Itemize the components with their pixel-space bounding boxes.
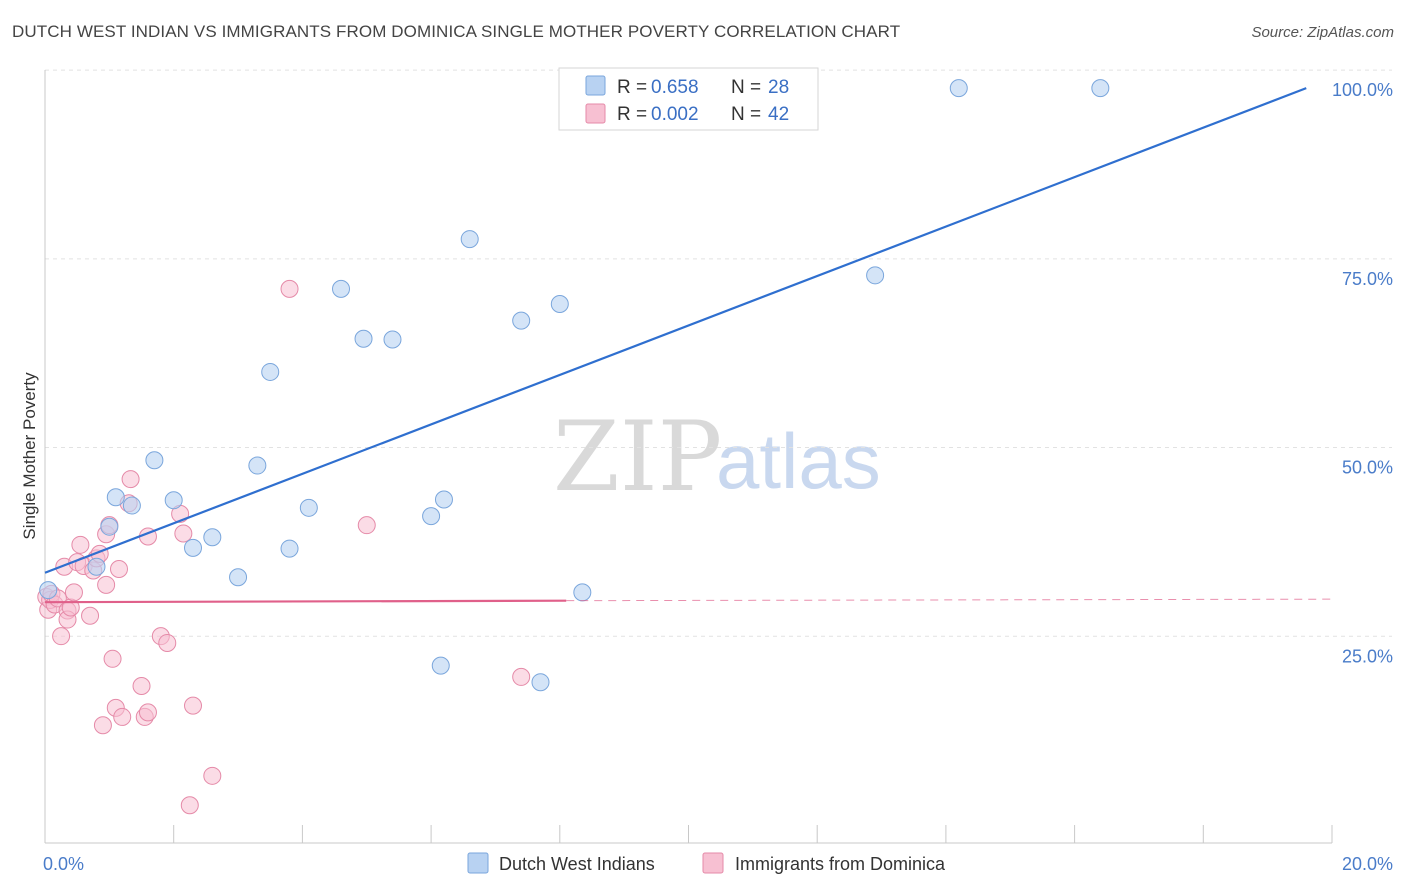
dutch-west-indian-point xyxy=(531,673,550,692)
dutch-west-indian-point xyxy=(261,362,280,381)
x-tick-label-0: 0.0% xyxy=(43,854,84,874)
dominica-point xyxy=(158,633,177,652)
dutch-west-indian-point xyxy=(354,329,373,348)
dutch-west-indian-point xyxy=(949,79,968,98)
legend-n-value-2: 42 xyxy=(768,104,789,125)
legend-swatch-pink xyxy=(585,103,606,124)
dominica-point xyxy=(512,667,531,686)
dominica-point xyxy=(184,696,203,715)
dominica-point xyxy=(203,766,222,785)
dominica-point xyxy=(121,470,140,489)
dutch-west-indian-point xyxy=(39,581,58,600)
y-tick-labels: 25.0% 50.0% 75.0% 100.0% xyxy=(1332,80,1393,666)
dutch-west-indian-point xyxy=(229,568,248,587)
dutch-west-indian-point xyxy=(100,517,119,536)
dominica-point xyxy=(71,535,90,554)
dominica-point xyxy=(280,279,299,298)
series-legend: Dutch West Indians Immigrants from Domin… xyxy=(467,852,946,874)
x-axis-ticks xyxy=(173,825,1333,843)
dominica-point xyxy=(357,516,376,535)
y-tick-label-0: 25.0% xyxy=(1342,646,1393,666)
legend-r-label-1: R = xyxy=(617,77,647,98)
series-dutch-west-indians-points xyxy=(39,79,1110,692)
dominica-point xyxy=(103,649,122,668)
series-legend-label-blue: Dutch West Indians xyxy=(499,854,655,874)
dutch-west-indian-point xyxy=(383,330,402,349)
legend-n-value-1: 28 xyxy=(768,77,789,98)
series-legend-swatch-pink xyxy=(702,852,724,874)
dutch-west-indian-point xyxy=(106,488,125,507)
y-axis-label: Single Mother Poverty xyxy=(20,372,39,540)
dominica-point xyxy=(113,707,132,726)
dominica-point xyxy=(97,575,116,594)
dutch-west-indian-point xyxy=(573,583,592,602)
dutch-west-indian-point xyxy=(122,496,141,515)
dutch-west-indian-point xyxy=(434,490,453,509)
dutch-west-indian-point xyxy=(280,539,299,558)
dutch-west-indian-point xyxy=(87,557,106,576)
dominica-point xyxy=(110,559,129,578)
dominica-point xyxy=(132,676,151,695)
dutch-west-indian-point xyxy=(1091,79,1110,98)
x-tick-label-1: 20.0% xyxy=(1342,854,1393,874)
trend-line-dutch-west-indians xyxy=(44,87,1307,574)
y-tick-label-1: 50.0% xyxy=(1342,458,1393,478)
dutch-west-indian-point xyxy=(866,266,885,285)
dominica-point xyxy=(81,606,100,625)
legend-swatch-blue xyxy=(585,75,606,96)
dutch-west-indian-point xyxy=(299,498,318,517)
source-credit: Source: ZipAtlas.com xyxy=(1251,24,1394,41)
dutch-west-indian-point xyxy=(422,507,441,526)
watermark-zip: ZIP xyxy=(553,401,722,513)
y-tick-label-2: 75.0% xyxy=(1342,269,1393,289)
legend-r-value-1: 0.658 xyxy=(651,77,699,98)
dutch-west-indian-point xyxy=(145,451,164,470)
dutch-west-indian-point xyxy=(164,491,183,510)
dutch-west-indian-point xyxy=(431,656,450,675)
dutch-west-indian-point xyxy=(332,279,351,298)
dutch-west-indian-point xyxy=(550,295,569,313)
chart-title: DUTCH WEST INDIAN VS IMMIGRANTS FROM DOM… xyxy=(12,22,901,41)
dominica-point xyxy=(174,524,193,543)
y-tick-label-3: 100.0% xyxy=(1332,80,1393,100)
legend-r-value-2: 0.002 xyxy=(651,104,699,125)
dutch-west-indian-point xyxy=(512,311,531,330)
dutch-west-indian-point xyxy=(460,230,479,249)
legend-n-label-1: N = xyxy=(731,77,761,98)
gridlines xyxy=(45,69,1392,637)
dominica-point xyxy=(180,796,199,815)
dominica-point xyxy=(93,716,112,735)
dutch-west-indian-point xyxy=(203,528,222,547)
dominica-point xyxy=(52,627,71,646)
stats-legend: R = 0.658 N = 28 R = 0.002 N = 42 xyxy=(558,67,819,131)
dominica-point xyxy=(138,703,157,722)
series-legend-swatch-blue xyxy=(467,852,489,874)
trend-line-dominica xyxy=(44,599,567,604)
dominica-point xyxy=(64,583,83,602)
dutch-west-indian-point xyxy=(184,538,203,557)
trend-line-dominica-extension xyxy=(566,598,1333,602)
dutch-west-indian-point xyxy=(248,456,267,475)
legend-r-label-2: R = xyxy=(617,104,647,125)
legend-n-label-2: N = xyxy=(731,104,761,125)
series-legend-label-pink: Immigrants from Dominica xyxy=(735,854,946,874)
x-tick-labels: 0.0% 20.0% xyxy=(43,854,1393,874)
watermark-atlas: atlas xyxy=(716,417,881,505)
trend-lines xyxy=(44,87,1333,604)
